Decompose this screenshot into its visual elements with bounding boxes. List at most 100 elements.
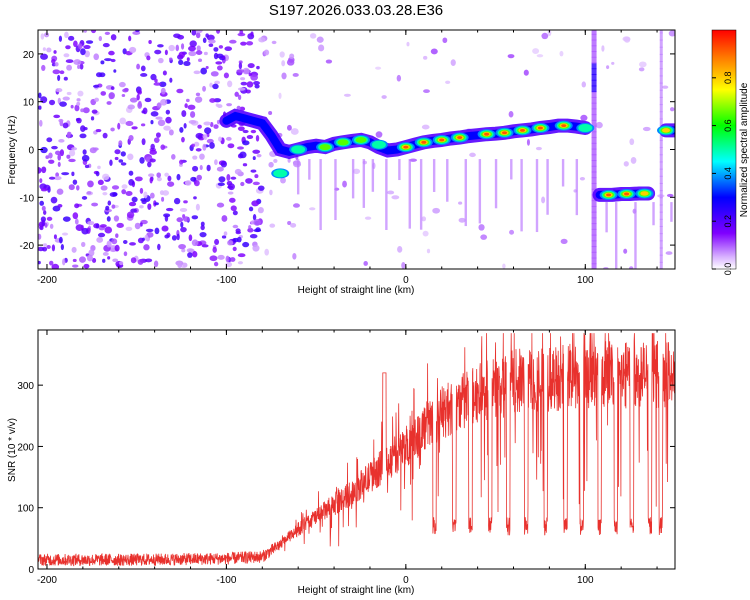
noise-blob — [112, 192, 118, 197]
noise-blob — [144, 97, 152, 103]
noise-blob — [111, 185, 120, 190]
broadband-band — [659, 190, 663, 199]
noise-blob — [213, 124, 219, 129]
noise-blob — [426, 248, 431, 254]
noise-blob — [245, 178, 253, 184]
ridge-peak — [421, 140, 427, 144]
noise-blob — [216, 202, 225, 208]
noise-blob — [197, 58, 203, 63]
noise-blob — [39, 178, 43, 184]
harmonic-streak — [535, 159, 539, 233]
noise-blob — [165, 207, 174, 212]
noise-blob — [173, 197, 181, 205]
noise-blob — [342, 180, 347, 188]
ridge-peak — [337, 139, 349, 146]
noise-blob — [106, 240, 112, 248]
noise-blob — [213, 47, 219, 52]
harmonic-streak — [432, 159, 436, 192]
noise-blob — [187, 104, 196, 110]
noise-blob — [57, 203, 63, 208]
ridge-peak — [624, 192, 630, 196]
noise-blob — [157, 44, 164, 48]
noise-blob — [61, 172, 70, 176]
noise-blob — [67, 35, 75, 41]
noise-blob — [195, 203, 200, 211]
noise-blob — [208, 43, 214, 47]
noise-blob — [98, 35, 103, 42]
snr-xtick-label: -200 — [37, 575, 57, 586]
harmonic-streak — [510, 159, 513, 180]
noise-blob — [623, 248, 628, 254]
noise-blob — [176, 173, 181, 181]
noise-blob — [237, 261, 244, 265]
noise-blob — [623, 161, 629, 167]
noise-blob — [42, 47, 46, 51]
noise-blob — [121, 93, 126, 97]
noise-blob — [82, 149, 87, 155]
noise-blob — [91, 202, 99, 207]
noise-blob — [290, 222, 297, 228]
noise-blob — [150, 143, 155, 150]
broadband-band — [659, 233, 663, 242]
noise-blob — [95, 128, 102, 133]
noise-blob — [141, 138, 146, 146]
noise-blob — [666, 193, 674, 198]
noise-blob — [526, 138, 530, 146]
noise-blob — [154, 78, 158, 83]
noise-blob — [100, 91, 107, 96]
noise-blob — [250, 129, 257, 134]
noise-blob — [179, 207, 188, 213]
noise-blob — [458, 217, 466, 223]
noise-blob — [292, 203, 300, 208]
noise-blob — [202, 37, 207, 44]
broadband-band — [591, 200, 597, 207]
noise-blob — [49, 223, 54, 229]
noise-blob — [115, 233, 119, 238]
noise-blob — [71, 147, 78, 151]
noise-blob — [232, 210, 238, 216]
broadband-band — [659, 218, 663, 227]
harmonic-streak — [652, 202, 655, 226]
noise-blob — [242, 241, 250, 248]
noise-blob — [188, 119, 197, 124]
noise-blob — [254, 84, 260, 89]
noise-blob — [85, 40, 94, 44]
noise-blob — [253, 80, 260, 86]
noise-blob — [181, 110, 187, 117]
noise-blob — [309, 207, 316, 211]
spectrogram-x-ticks: -200 -100 0 100 — [37, 30, 658, 286]
noise-blob — [187, 252, 193, 258]
noise-blob — [201, 244, 209, 248]
noise-blob — [423, 55, 428, 60]
noise-blob — [242, 67, 250, 75]
noise-blob — [195, 148, 202, 152]
noise-blob — [116, 222, 124, 229]
noise-blob — [217, 254, 225, 260]
noise-blob — [215, 103, 219, 107]
noise-blob — [134, 222, 141, 230]
noise-blob — [381, 95, 387, 99]
noise-blob — [215, 61, 223, 65]
harmonic-streak — [670, 202, 673, 222]
noise-blob — [66, 131, 71, 139]
noise-blob — [194, 96, 203, 103]
noise-blob — [168, 129, 174, 136]
noise-blob — [237, 146, 244, 150]
noise-blob — [150, 73, 157, 81]
noise-blob — [92, 257, 97, 263]
noise-blob — [171, 153, 176, 160]
noise-blob — [153, 260, 159, 268]
noise-blob — [137, 237, 144, 244]
harmonic-streak — [419, 159, 423, 230]
noise-blob — [193, 141, 200, 147]
noise-blob — [97, 165, 101, 170]
broadband-band — [591, 142, 597, 150]
noise-blob — [195, 50, 203, 55]
noise-blob — [40, 146, 48, 154]
noise-blob — [129, 242, 136, 246]
broadband-band — [659, 61, 663, 70]
noise-blob — [72, 264, 79, 268]
noise-blob — [102, 258, 106, 263]
noise-blob — [622, 36, 631, 42]
noise-blob — [237, 94, 242, 101]
